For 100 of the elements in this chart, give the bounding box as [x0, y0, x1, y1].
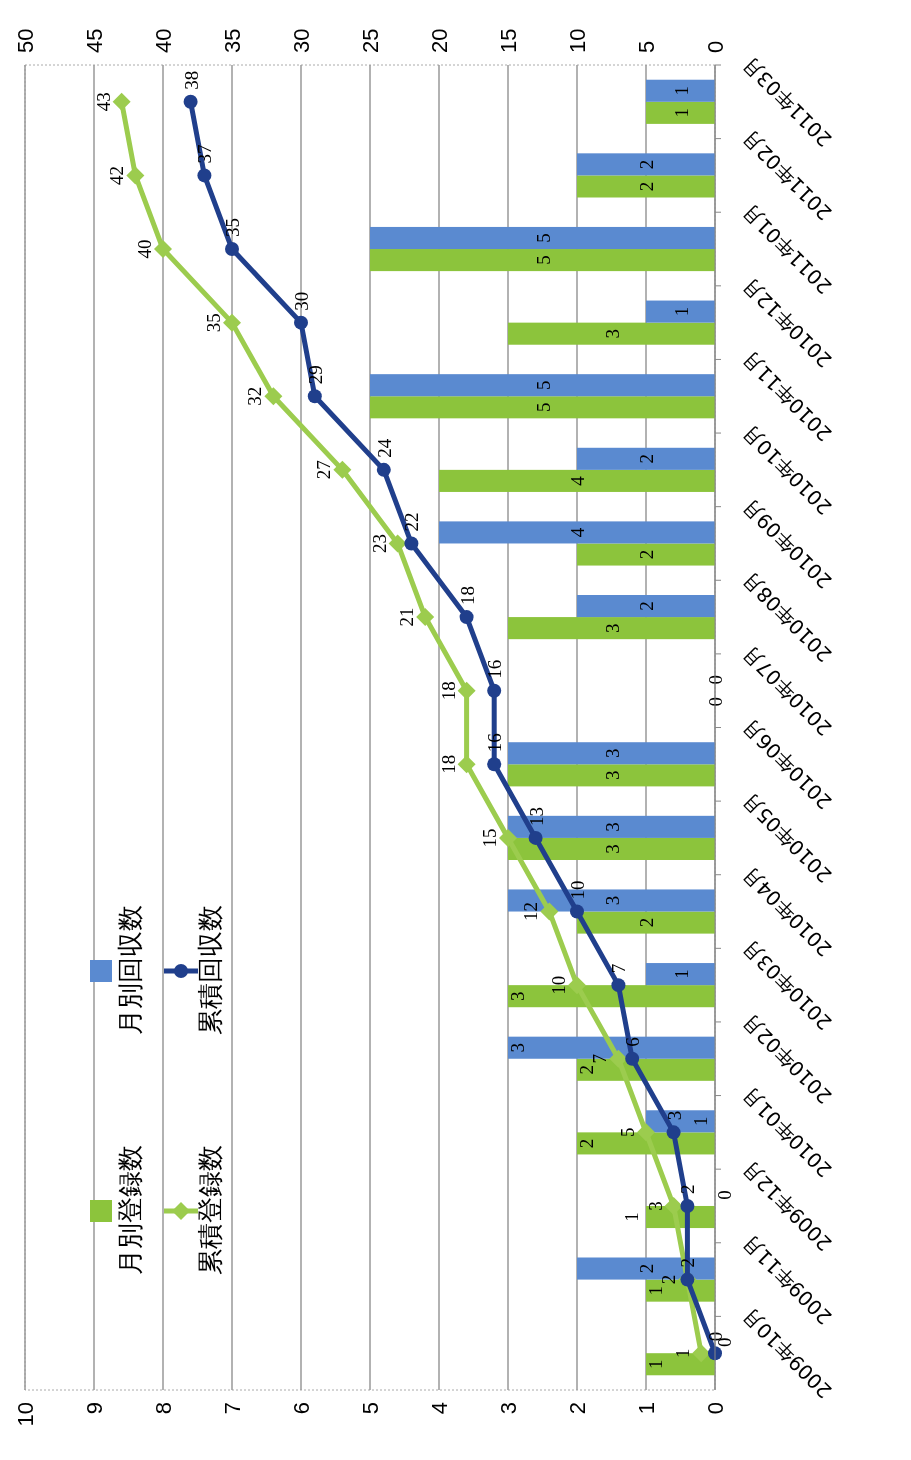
x2-tick-label: 10	[564, 28, 590, 53]
point	[457, 755, 476, 774]
bar	[577, 543, 715, 566]
point	[459, 610, 474, 625]
x2-tick-label: 30	[288, 28, 314, 53]
legend-label: 累積回収数	[195, 905, 225, 1035]
data-label: 42	[106, 165, 128, 185]
data-label: 4	[567, 527, 588, 538]
bar	[370, 396, 715, 419]
point	[307, 389, 322, 404]
data-label: 1	[670, 86, 692, 96]
bar	[508, 742, 715, 765]
x-tick-label: 4	[426, 1402, 452, 1415]
x-tick-label: 10	[12, 1402, 38, 1427]
point	[264, 387, 283, 406]
data-label: 23	[368, 533, 390, 553]
data-label: 3	[644, 1201, 666, 1211]
data-label: 2	[636, 181, 657, 192]
x2-tick-label: 50	[12, 28, 38, 53]
x-tick-label: 3	[495, 1402, 521, 1415]
data-label: 2	[636, 549, 657, 560]
data-label: 7	[608, 963, 630, 974]
point	[416, 608, 435, 627]
point	[499, 828, 517, 847]
x-tick-label: 9	[81, 1402, 107, 1415]
point	[637, 1123, 655, 1142]
point	[570, 904, 584, 919]
data-label: 3	[601, 748, 623, 759]
data-label: 16	[484, 733, 506, 753]
data-label: 2	[576, 1138, 597, 1149]
data-label: 18	[456, 586, 478, 606]
data-label: 2	[658, 1274, 680, 1285]
data-label: 2	[636, 1263, 657, 1274]
data-label: 2	[636, 159, 657, 170]
data-label: 1	[670, 108, 692, 118]
x-tick-label: 2	[564, 1402, 590, 1415]
point	[333, 460, 352, 479]
data-label: 3	[601, 623, 623, 633]
point	[112, 92, 131, 111]
data-label: 3	[507, 1042, 528, 1053]
bar	[646, 101, 715, 124]
bar	[646, 963, 715, 986]
point	[404, 536, 419, 551]
data-label: 5	[532, 233, 554, 243]
data-label: 1	[645, 1359, 666, 1369]
data-label: 10	[548, 975, 569, 995]
data-label: 7	[589, 1054, 611, 1064]
legend-label: 累積登録数	[195, 1145, 225, 1275]
legend-label: 月別登録数	[115, 1145, 145, 1275]
point	[540, 902, 559, 921]
data-label: 16	[484, 659, 506, 679]
data-label: 2	[636, 601, 657, 611]
bar	[646, 79, 715, 102]
data-label: 21	[396, 607, 418, 627]
point	[294, 315, 308, 330]
point	[457, 681, 476, 700]
bar	[646, 300, 715, 323]
data-label: 4	[567, 475, 588, 486]
bar	[577, 447, 715, 470]
x-tick-label: 6	[288, 1402, 314, 1415]
data-label: 15	[479, 828, 500, 848]
data-label: 10	[567, 880, 588, 900]
bar	[439, 521, 715, 544]
x-tick-label: 5	[357, 1402, 383, 1415]
bar	[508, 764, 715, 787]
data-label: 5	[532, 402, 554, 413]
data-label: 5	[617, 1127, 638, 1138]
data-label: 37	[194, 144, 216, 164]
point	[609, 1049, 628, 1068]
data-label: 35	[203, 313, 224, 333]
data-label: 1	[670, 969, 692, 979]
point	[680, 1198, 695, 1213]
x-tick-label: 7	[219, 1402, 245, 1415]
data-label: 22	[401, 512, 423, 532]
bar	[439, 469, 715, 492]
bar	[577, 153, 715, 176]
point	[568, 976, 586, 995]
data-label: 0	[714, 1190, 735, 1200]
point	[666, 1125, 681, 1140]
x2-tick-label: 45	[81, 28, 107, 53]
point	[388, 534, 407, 553]
point	[692, 1344, 711, 1363]
data-label: 35	[222, 218, 243, 238]
data-label: 1	[645, 1285, 666, 1296]
data-label: 3	[663, 1110, 685, 1121]
data-label: 3	[601, 844, 623, 854]
data-label: 13	[525, 806, 547, 826]
data-label: 3	[507, 991, 528, 1001]
point	[611, 978, 626, 993]
data-label: 24	[373, 438, 395, 458]
data-label: 1	[621, 1212, 642, 1222]
x2-tick-label: 5	[633, 40, 659, 53]
data-label: 18	[437, 681, 459, 701]
data-label: 2	[677, 1184, 699, 1194]
data-label: 43	[92, 92, 114, 112]
data-label: 1	[672, 1348, 694, 1358]
data-label: 3	[601, 328, 623, 339]
x2-tick-label: 20	[426, 28, 452, 53]
data-label: 32	[244, 386, 266, 406]
data-label: 1	[690, 1116, 711, 1127]
